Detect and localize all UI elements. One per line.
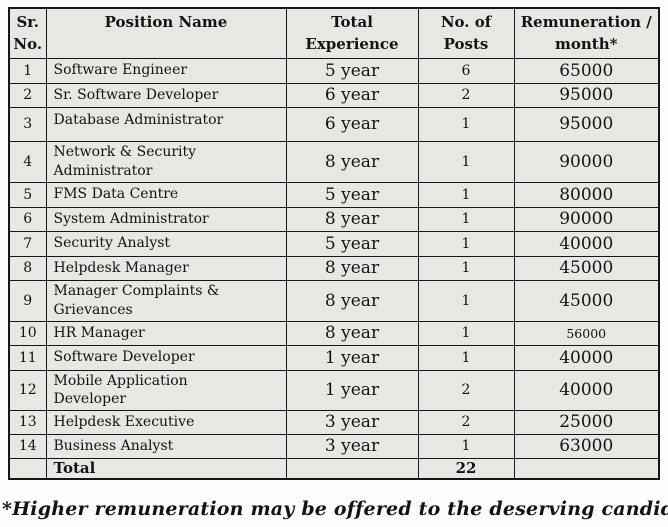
cell-position: Business Analyst: [45, 433, 287, 459]
cell-sr: 7: [8, 230, 47, 257]
table-row: 12 Mobile Application Developer 1 year 2…: [8, 369, 660, 411]
col-header-experience: Total Experience: [285, 7, 419, 59]
cell-experience: 3 year: [285, 433, 419, 459]
cell-remuneration: 63000: [513, 433, 660, 459]
cell-position: Software Developer: [45, 344, 287, 371]
footnote: *Higher remuneration may be offered to t…: [2, 498, 668, 520]
cell-posts: 1: [417, 206, 515, 232]
cell-sr: 8: [8, 255, 47, 281]
cell-posts: 1: [417, 344, 515, 371]
cell-sr: 12: [8, 369, 47, 411]
cell-remuneration: 80000: [513, 181, 660, 208]
cell-sr: 9: [8, 279, 47, 322]
cell-remuneration: 95000: [513, 82, 660, 108]
cell-remuneration: 65000: [513, 57, 660, 84]
cell-posts: 1: [417, 433, 515, 459]
cell-position: System Administrator: [45, 206, 287, 232]
cell-remuneration: 45000: [513, 255, 660, 281]
cell-posts: 6: [417, 57, 515, 84]
cell-remuneration: 90000: [513, 140, 660, 183]
header-row: Sr. No. Position Name Total Experience N…: [8, 7, 660, 59]
cell-sr: 5: [8, 181, 47, 208]
cell-posts: 1: [417, 255, 515, 281]
total-posts: 22: [417, 457, 515, 480]
cell-posts: 1: [417, 140, 515, 183]
cell-posts: 1: [417, 320, 515, 346]
cell-position: Manager Complaints & Grievances: [45, 279, 287, 322]
col-header-remuneration: Remuneration / month*: [513, 7, 660, 59]
cell-experience: 5 year: [285, 181, 419, 208]
cell-sr: 6: [8, 206, 47, 232]
cell-position: Helpdesk Manager: [45, 255, 287, 281]
cell-posts: 2: [417, 369, 515, 411]
table-row: 14 Business Analyst 3 year 1 63000: [8, 433, 660, 459]
cell-experience: 6 year: [285, 106, 419, 142]
cell-sr: 11: [8, 344, 47, 371]
cell-remuneration: 40000: [513, 369, 660, 411]
cell-experience-empty: [285, 457, 419, 480]
cell-position: Security Analyst: [45, 230, 287, 257]
cell-position: FMS Data Centre: [45, 181, 287, 208]
table-row: 7 Security Analyst 5 year 1 40000: [8, 230, 660, 257]
cell-position: Helpdesk Executive: [45, 409, 287, 435]
table-row: 13 Helpdesk Executive 3 year 2 25000: [8, 409, 660, 435]
cell-experience: 8 year: [285, 279, 419, 322]
cell-posts: 2: [417, 409, 515, 435]
cell-position: Mobile Application Developer: [45, 369, 287, 411]
col-header-position: Position Name: [45, 7, 287, 59]
cell-remuneration: 40000: [513, 230, 660, 257]
table-row: 3 Database Administrator 6 year 1 95000: [8, 106, 660, 142]
cell-experience: 8 year: [285, 320, 419, 346]
cell-sr: 3: [8, 106, 47, 142]
col-header-posts: No. of Posts: [417, 7, 515, 59]
table-row: 1 Software Engineer 5 year 6 65000: [8, 57, 660, 84]
cell-sr: 2: [8, 82, 47, 108]
table-row: 8 Helpdesk Manager 8 year 1 45000: [8, 255, 660, 281]
cell-posts: 1: [417, 106, 515, 142]
cell-experience: 5 year: [285, 230, 419, 257]
positions-table: Sr. No. Position Name Total Experience N…: [8, 7, 660, 480]
cell-experience: 8 year: [285, 140, 419, 183]
cell-sr: 14: [8, 433, 47, 459]
table-row: 4 Network & Security Administrator 8 yea…: [8, 140, 660, 183]
cell-experience: 3 year: [285, 409, 419, 435]
cell-remuneration: 25000: [513, 409, 660, 435]
table-row: 10 HR Manager 8 year 1 56000: [8, 320, 660, 346]
table-row: 9 Manager Complaints & Grievances 8 year…: [8, 279, 660, 322]
table-row: 11 Software Developer 1 year 1 40000: [8, 344, 660, 371]
cell-remuneration: 56000: [513, 320, 660, 346]
cell-experience: 6 year: [285, 82, 419, 108]
cell-position: Software Engineer: [45, 57, 287, 84]
cell-remuneration: 40000: [513, 344, 660, 371]
cell-remuneration-empty: [513, 457, 660, 480]
cell-experience: 1 year: [285, 344, 419, 371]
cell-position: Sr. Software Developer: [45, 82, 287, 108]
table-row: 5 FMS Data Centre 5 year 1 80000: [8, 181, 660, 208]
cell-sr: 1: [8, 57, 47, 84]
cell-posts: 1: [417, 181, 515, 208]
cell-remuneration: 90000: [513, 206, 660, 232]
table-row: 6 System Administrator 8 year 1 90000: [8, 206, 660, 232]
cell-experience: 8 year: [285, 206, 419, 232]
cell-posts: 2: [417, 82, 515, 108]
cell-experience: 8 year: [285, 255, 419, 281]
total-label: Total: [45, 457, 287, 480]
cell-posts: 1: [417, 279, 515, 322]
cell-posts: 1: [417, 230, 515, 257]
table-row: 2 Sr. Software Developer 6 year 2 95000: [8, 82, 660, 108]
total-row: Total 22: [8, 457, 660, 480]
cell-experience: 1 year: [285, 369, 419, 411]
cell-position: HR Manager: [45, 320, 287, 346]
cell-experience: 5 year: [285, 57, 419, 84]
col-header-sr-no: Sr. No.: [8, 7, 47, 59]
cell-sr: 4: [8, 140, 47, 183]
cell-sr: 13: [8, 409, 47, 435]
cell-remuneration: 45000: [513, 279, 660, 322]
cell-position: Database Administrator: [45, 106, 287, 142]
cell-sr-empty: [8, 457, 47, 480]
cell-sr: 10: [8, 320, 47, 346]
cell-position: Network & Security Administrator: [45, 140, 287, 183]
cell-remuneration: 95000: [513, 106, 660, 142]
